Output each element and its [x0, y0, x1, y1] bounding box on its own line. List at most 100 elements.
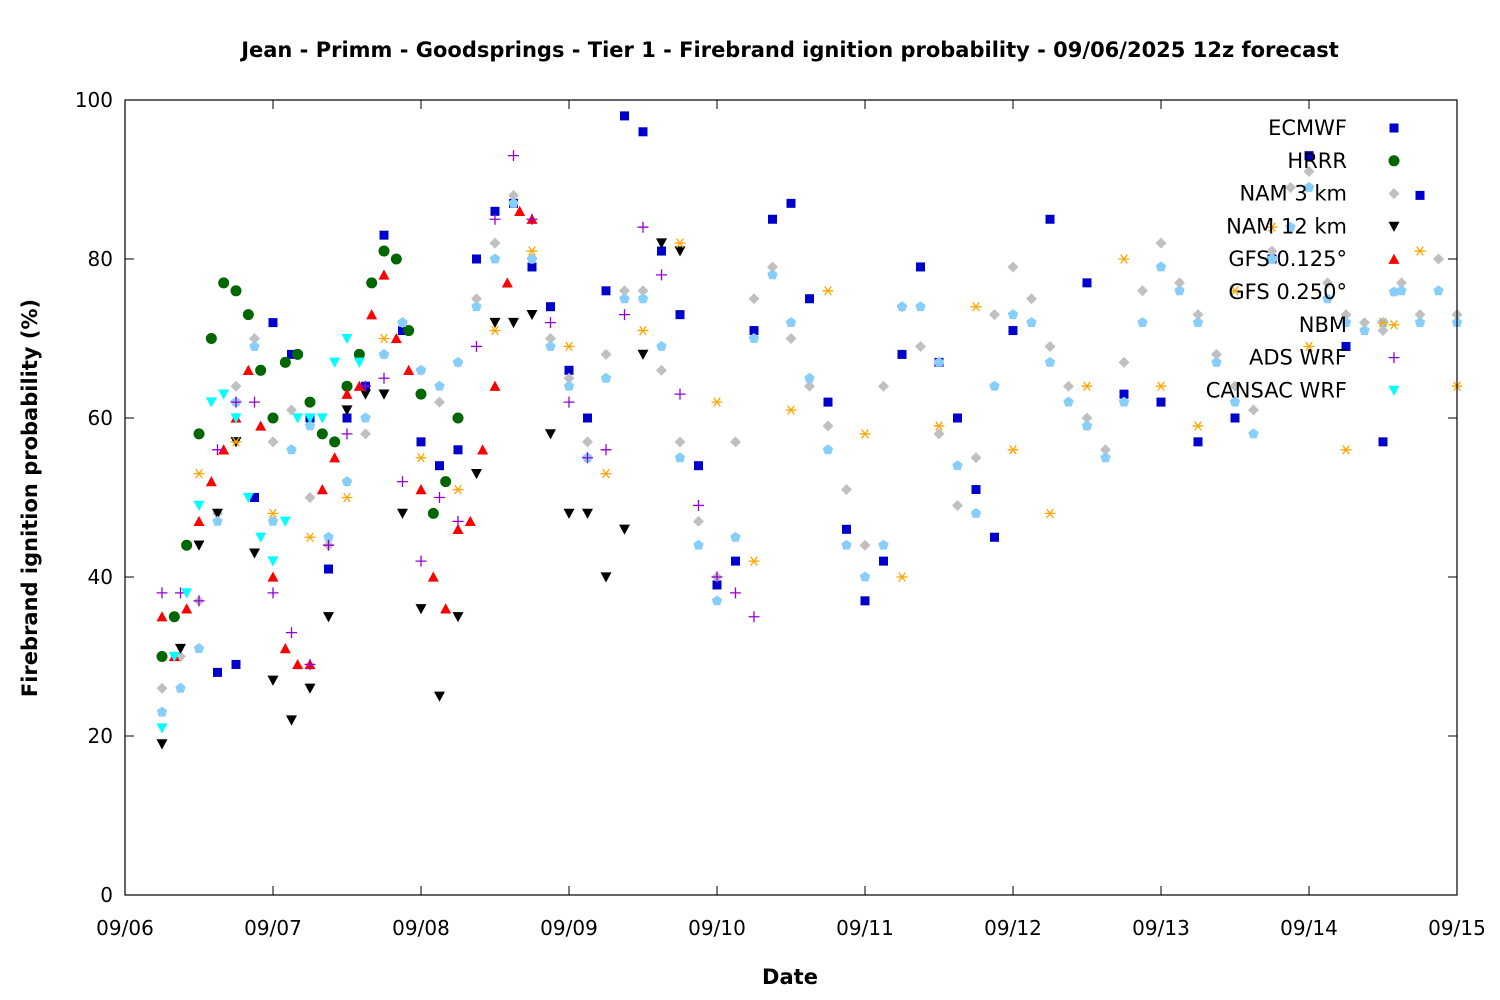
- data-point: [415, 452, 427, 463]
- data-point: [1192, 421, 1204, 431]
- legend-marker: [1388, 221, 1400, 232]
- data-point: [527, 262, 537, 272]
- data-point: [693, 499, 704, 511]
- data-point: [657, 246, 666, 256]
- data-point: [859, 571, 871, 582]
- data-point: [292, 413, 304, 424]
- data-point: [360, 428, 371, 440]
- data-point: [1193, 437, 1203, 447]
- data-point: [249, 341, 260, 351]
- data-point: [316, 413, 328, 424]
- data-point: [970, 301, 982, 312]
- data-point: [600, 468, 612, 479]
- data-point: [1396, 277, 1407, 289]
- data-point: [193, 595, 205, 607]
- data-point: [452, 515, 464, 527]
- data-point: [323, 539, 334, 551]
- x-tick-label: 09/13: [1132, 916, 1190, 940]
- data-point: [767, 269, 778, 280]
- data-point: [279, 356, 291, 368]
- data-point: [267, 556, 279, 567]
- data-point: [526, 253, 538, 264]
- data-point: [916, 262, 925, 272]
- data-point: [785, 405, 797, 415]
- data-point: [1266, 222, 1278, 232]
- legend-marker: [1388, 320, 1400, 330]
- data-point: [619, 285, 630, 297]
- data-point: [915, 301, 926, 312]
- data-point: [545, 341, 556, 351]
- data-point: [1414, 309, 1426, 321]
- data-point: [711, 595, 723, 606]
- data-point: [1081, 420, 1093, 431]
- chart-title: Jean - Primm - Goodsprings - Tier 1 - Fi…: [239, 38, 1339, 62]
- data-point: [249, 396, 260, 408]
- data-point: [1433, 253, 1444, 265]
- data-point: [477, 444, 489, 455]
- data-point: [341, 492, 353, 503]
- x-tick-label: 09/14: [1280, 916, 1338, 940]
- data-point: [675, 310, 685, 320]
- data-point: [730, 587, 741, 599]
- data-point: [1303, 182, 1315, 192]
- data-point: [878, 380, 889, 392]
- data-point: [1155, 237, 1167, 249]
- data-point: [1266, 245, 1278, 257]
- legend-label: NAM 12 km: [1226, 214, 1347, 238]
- data-point: [1119, 389, 1129, 399]
- data-point: [403, 325, 415, 337]
- data-point: [329, 357, 341, 368]
- data-point: [267, 508, 279, 519]
- data-point: [403, 364, 415, 375]
- data-point: [181, 588, 193, 599]
- data-point: [304, 532, 316, 543]
- data-point: [156, 611, 168, 622]
- data-point: [415, 388, 427, 400]
- data-point: [292, 348, 304, 360]
- x-tick-label: 09/11: [836, 916, 894, 940]
- data-point: [156, 682, 168, 694]
- legend-label: NAM 3 km: [1239, 182, 1347, 206]
- data-point: [1266, 253, 1278, 264]
- data-point: [805, 294, 814, 304]
- data-point: [316, 484, 328, 495]
- data-point: [304, 413, 316, 424]
- data-point: [933, 356, 945, 367]
- legend-marker: [1388, 352, 1400, 364]
- data-point: [316, 428, 328, 440]
- legend-marker: [1388, 253, 1400, 264]
- data-point: [231, 659, 241, 669]
- x-tick-label: 09/12: [984, 916, 1042, 940]
- data-point: [279, 516, 291, 527]
- data-point: [563, 396, 575, 408]
- data-point: [1303, 341, 1315, 352]
- data-point: [711, 397, 723, 407]
- data-point: [693, 539, 704, 550]
- data-point: [341, 428, 353, 440]
- data-point: [656, 364, 667, 376]
- data-point: [1155, 381, 1167, 391]
- data-point: [452, 484, 464, 495]
- data-point: [1229, 396, 1241, 407]
- data-point: [1359, 325, 1370, 335]
- data-point: [582, 508, 593, 519]
- data-point: [694, 461, 703, 471]
- data-point: [1248, 404, 1259, 416]
- data-point: [1211, 348, 1222, 360]
- plot-frame: [124, 99, 1458, 896]
- data-point: [748, 556, 760, 566]
- data-point: [1081, 381, 1093, 391]
- data-point: [583, 413, 592, 423]
- data-point: [341, 405, 353, 416]
- data-point: [267, 675, 279, 686]
- data-point: [842, 524, 851, 534]
- data-point: [267, 515, 279, 526]
- data-point: [416, 437, 426, 447]
- data-point: [600, 372, 612, 383]
- legend-label: ECMWF: [1268, 116, 1347, 140]
- data-point: [1118, 356, 1130, 368]
- data-point: [768, 214, 777, 224]
- data-point: [250, 493, 259, 502]
- data-point: [452, 356, 464, 367]
- data-point: [213, 667, 222, 677]
